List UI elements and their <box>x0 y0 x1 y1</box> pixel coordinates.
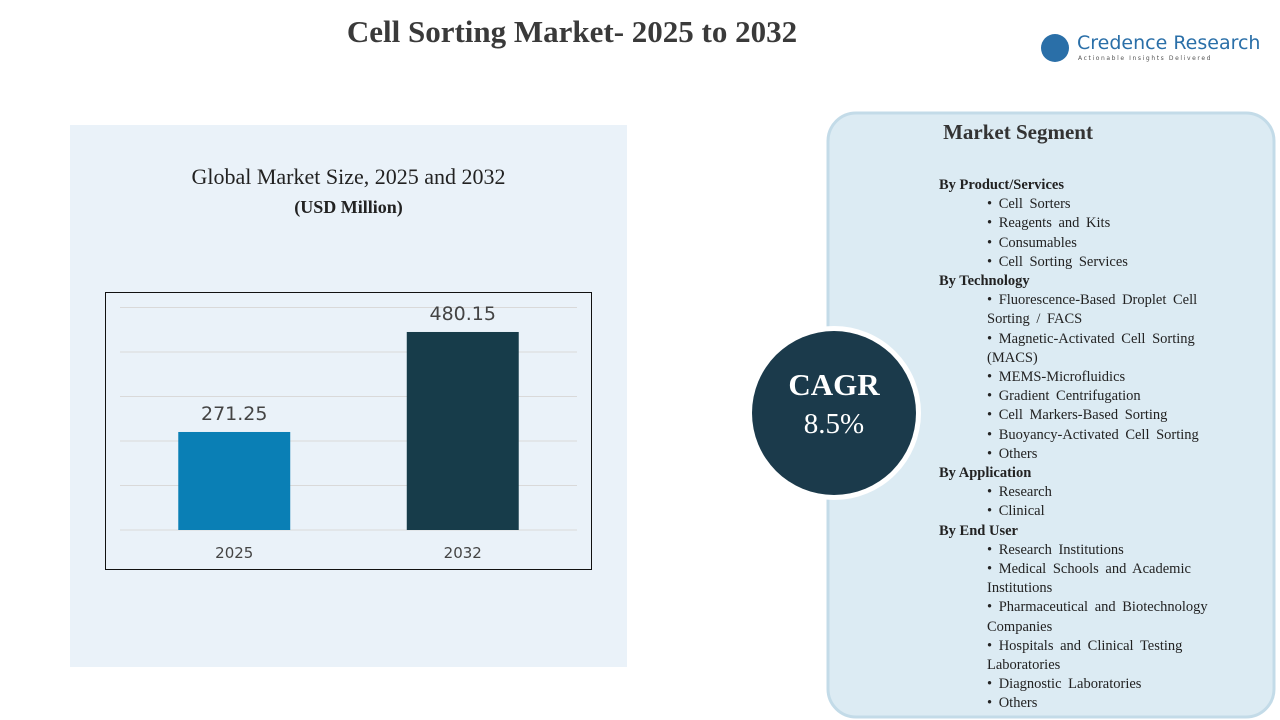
segment-item: Fluorescence-Based Droplet Cell Sorting … <box>987 291 1229 329</box>
segment-item: Clinical <box>987 502 1229 521</box>
segment-item: Others <box>987 694 1229 713</box>
segment-item: Research Institutions <box>987 541 1229 560</box>
segment-item: Cell Markers-Based Sorting <box>987 406 1229 425</box>
plot: 2025 271.25 2032 480.15 <box>120 303 577 562</box>
segment-item: Diagnostic Laboratories <box>987 675 1229 694</box>
cagr-label: CAGR <box>788 367 880 402</box>
segment-item: Buoyancy-Activated Cell Sorting <box>987 426 1229 445</box>
logo-icon <box>1041 34 1069 62</box>
segment-title: Market Segment <box>943 120 1093 144</box>
segment-heading: By End User <box>939 522 1018 539</box>
value-label: 271.25 <box>201 403 267 425</box>
page-title: Cell Sorting Market- 2025 to 2032 <box>346 14 798 49</box>
cagr-value: 8.5% <box>803 408 865 440</box>
segment-item: Cell Sorters <box>987 195 1229 214</box>
segment-item: MEMS-Microfluidics <box>987 368 1229 387</box>
cagr-circle <box>752 331 916 495</box>
chart-subtitle: (USD Million) <box>294 197 403 217</box>
segment-item: Research <box>987 483 1229 502</box>
segment-heading: By Application <box>939 465 1032 482</box>
chart-frame <box>105 292 592 570</box>
bar <box>178 431 291 530</box>
segment-item: Medical Schools and Academic Institution… <box>987 560 1229 598</box>
segment-item: Others <box>987 445 1229 464</box>
x-tick-label: 2032 <box>444 544 482 562</box>
logo-tagline: Actionable Insights Delivered <box>1078 55 1213 62</box>
segment-item: Cell Sorting Services <box>987 253 1229 272</box>
segment-item: Consumables <box>987 234 1229 253</box>
logo-name: Credence Research <box>1077 32 1261 54</box>
segment-item: Pharmaceutical and Biotechnology Compani… <box>987 598 1229 636</box>
segment-heading: By Technology <box>939 273 1030 290</box>
bar <box>406 331 519 530</box>
segment-item: Reagents and Kits <box>987 214 1229 233</box>
value-label: 480.15 <box>430 303 496 325</box>
chart-title: Global Market Size, 2025 and 2032 <box>191 164 506 189</box>
segment-item: Magnetic-Activated Cell Sorting (MACS) <box>987 330 1229 368</box>
segment-item: Hospitals and Clinical Testing Laborator… <box>987 637 1229 675</box>
segment-heading: By Product/Services <box>939 177 1064 193</box>
segment-item: Gradient Centrifugation <box>987 387 1229 406</box>
segment-list: By Product/Services Cell SortersReagents … <box>939 176 1229 714</box>
x-tick-label: 2025 <box>215 544 253 562</box>
